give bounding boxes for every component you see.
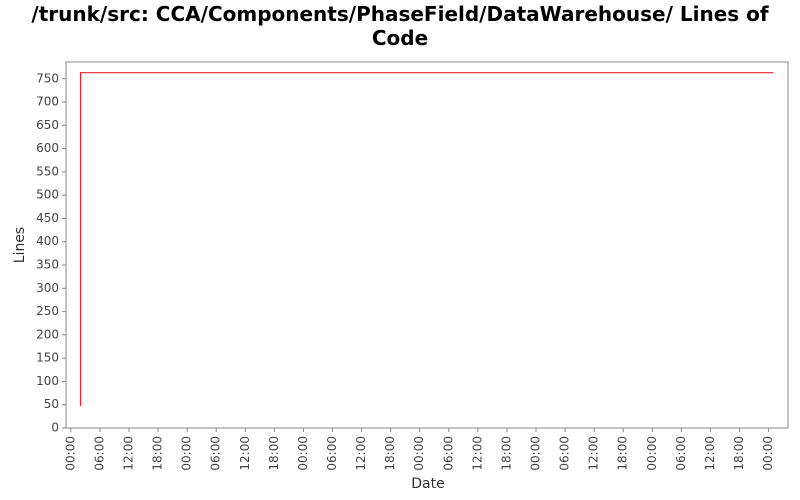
y-tick-label: 0	[51, 421, 59, 435]
x-tick-label: 18:00	[151, 436, 165, 471]
y-tick-label: 600	[36, 141, 59, 155]
y-tick-label: 50	[44, 397, 59, 411]
x-tick-label: 12:00	[703, 436, 717, 471]
chart-title: /trunk/src: CCA/Components/PhaseField/Da…	[31, 2, 769, 50]
y-tick-label: 150	[36, 351, 59, 365]
x-tick-label: 06:00	[209, 436, 223, 471]
plot-area	[65, 61, 789, 429]
series-line	[79, 72, 774, 407]
x-tick-label: 00:00	[412, 436, 426, 471]
x-tick-label: 12:00	[587, 436, 601, 471]
x-tick-label: 00:00	[529, 436, 543, 471]
x-tick-label: 18:00	[267, 436, 281, 471]
y-tick-label: 750	[36, 71, 59, 85]
x-tick-label: 12:00	[354, 436, 368, 471]
x-tick-label: 12:00	[238, 436, 252, 471]
x-tick-label: 00:00	[63, 436, 77, 471]
x-tick-label: 06:00	[325, 436, 339, 471]
y-tick-label: 500	[36, 188, 59, 202]
x-tick-label: 18:00	[383, 436, 397, 471]
x-tick-label: 06:00	[558, 436, 572, 471]
x-tick-label: 18:00	[499, 436, 513, 471]
x-tick-label: 06:00	[441, 436, 455, 471]
y-tick-label: 100	[36, 374, 59, 388]
x-tick-label: 12:00	[121, 436, 135, 471]
y-tick-label: 400	[36, 234, 59, 248]
y-tick-label: 200	[36, 327, 59, 341]
y-tick-label: 700	[36, 95, 59, 109]
x-tick-label: 06:00	[92, 436, 106, 471]
x-tick-label: 06:00	[674, 436, 688, 471]
y-tick-label: 250	[36, 304, 59, 318]
y-tick-label: 650	[36, 118, 59, 132]
x-tick-label: 00:00	[761, 436, 775, 471]
x-tick-label: 12:00	[470, 436, 484, 471]
y-tick-label: 300	[36, 281, 59, 295]
x-tick-label: 18:00	[732, 436, 746, 471]
y-tick-label: 350	[36, 258, 59, 272]
x-tick-label: 00:00	[645, 436, 659, 471]
x-tick-label: 00:00	[180, 436, 194, 471]
x-axis-title: Date	[411, 476, 444, 492]
y-axis-title: Lines	[12, 227, 28, 263]
y-tick-label: 450	[36, 211, 59, 225]
x-tick-label: 00:00	[296, 436, 310, 471]
x-tick-label: 18:00	[616, 436, 630, 471]
y-tick-label: 550	[36, 164, 59, 178]
